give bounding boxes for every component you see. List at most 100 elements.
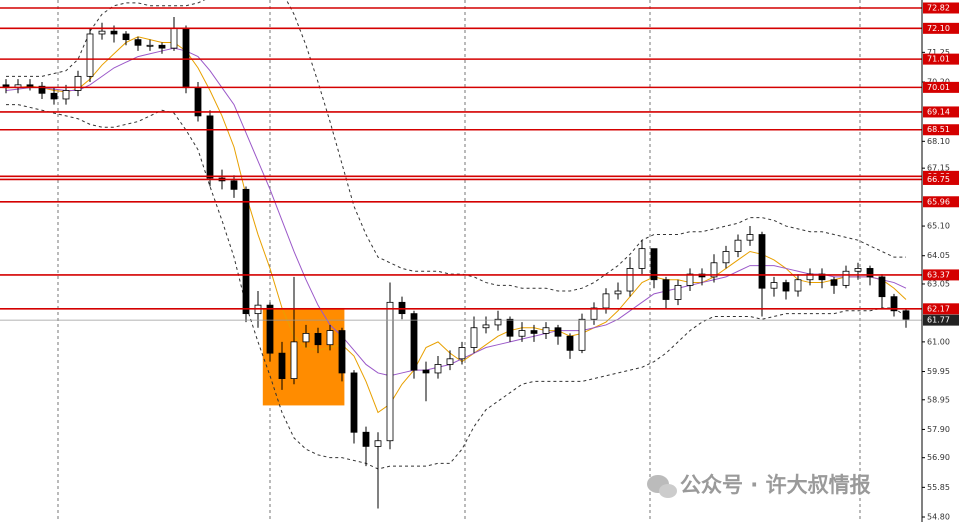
level-box	[923, 22, 959, 34]
level-box	[923, 2, 959, 14]
candle-body	[530, 330, 538, 334]
watermark-icon	[659, 484, 677, 498]
candle-body	[434, 364, 442, 374]
candle-body	[806, 273, 814, 281]
candle-body	[770, 282, 778, 289]
candle-body	[542, 327, 550, 334]
candle-body	[86, 33, 94, 77]
candle-body	[794, 279, 802, 292]
candle-body	[734, 239, 742, 252]
y-tick-label: 71.25	[927, 48, 950, 57]
y-tick-label: 58.95	[927, 395, 950, 404]
candle-body	[470, 327, 478, 348]
indicator-line	[6, 104, 907, 470]
candle-body	[638, 248, 646, 269]
candle-body	[98, 30, 106, 35]
y-tick-label: 57.90	[927, 425, 950, 434]
level-box	[923, 303, 959, 315]
plot	[0, 0, 922, 509]
candle-body	[170, 27, 178, 49]
y-tick-label: 67.15	[927, 164, 950, 173]
candle-body	[494, 318, 502, 326]
candle-body	[710, 262, 718, 278]
candle-body	[38, 85, 46, 94]
candle-body	[818, 273, 826, 281]
candle-body	[314, 332, 322, 346]
candle-body	[326, 330, 334, 346]
level-box	[923, 53, 959, 65]
y-tick-label: 65.10	[927, 222, 950, 231]
candle-body	[578, 318, 586, 351]
candle-body	[746, 234, 754, 241]
watermark: 公众号 · 许大叔情报	[647, 473, 871, 498]
candle-body	[338, 330, 346, 374]
y-tick-label: 55.85	[927, 483, 950, 492]
candle-body	[782, 282, 790, 292]
candle-body	[602, 293, 610, 309]
candle-body	[110, 30, 118, 35]
candle-body	[830, 279, 838, 286]
last-price-box	[923, 314, 959, 326]
candle-body	[566, 335, 574, 351]
highlight-zone	[262, 307, 345, 406]
candle-body	[122, 33, 130, 41]
candle-body	[866, 268, 874, 278]
candle-body	[374, 440, 382, 447]
candle-body	[878, 276, 886, 298]
y-tick-label: 56.90	[927, 453, 950, 462]
y-tick-label: 54.80	[927, 513, 950, 522]
candle-body	[686, 273, 694, 286]
candle-body	[506, 318, 514, 337]
candle-body	[614, 290, 622, 295]
level-label: 63.37	[927, 270, 950, 279]
candle-body	[422, 369, 430, 374]
level-label: 71.01	[927, 55, 950, 64]
candle-body	[518, 330, 526, 337]
level-box	[923, 124, 959, 136]
candle-body	[134, 39, 142, 46]
level-box	[923, 173, 959, 185]
price-axis: 71.2570.2068.1067.1565.1064.0563.0561.00…	[922, 2, 959, 522]
candle-body	[458, 347, 466, 360]
candle-body	[854, 268, 862, 272]
level-box	[923, 196, 959, 208]
candle-body	[662, 279, 670, 300]
candle-body	[266, 304, 274, 354]
level-label: 68.51	[927, 125, 950, 134]
level-label: 65.96	[927, 197, 950, 206]
candle-body	[278, 352, 286, 379]
level-label: 62.17	[927, 304, 950, 313]
candle-body	[590, 307, 598, 320]
candle-body	[182, 27, 190, 89]
candle-body	[290, 341, 298, 379]
candle-body	[158, 44, 166, 49]
candle-body	[50, 92, 58, 100]
candle-body	[242, 188, 250, 315]
candle-body	[230, 180, 238, 190]
level-label: 72.10	[927, 24, 950, 33]
level-box	[923, 269, 959, 281]
candle-body	[206, 115, 214, 179]
candle-body	[626, 268, 634, 292]
candle-body	[62, 90, 70, 100]
candle-body	[362, 431, 370, 447]
candle-body	[26, 84, 34, 87]
candle-body	[842, 270, 850, 286]
level-box	[923, 106, 959, 118]
y-tick-label: 59.95	[927, 367, 950, 376]
candle-body	[890, 296, 898, 312]
level-label: 69.14	[927, 107, 950, 116]
candle-body	[350, 372, 358, 433]
indicator-line	[5, 47, 907, 377]
candle-body	[410, 313, 418, 371]
y-tick-label: 68.10	[927, 137, 950, 146]
candle-body	[674, 284, 682, 300]
candle-body	[758, 234, 766, 289]
y-tick-label: 64.05	[927, 251, 950, 260]
level-box	[923, 81, 959, 93]
candle-body	[398, 301, 406, 315]
level-label: 72.82	[927, 4, 950, 13]
y-tick-label: 61.00	[927, 337, 950, 346]
